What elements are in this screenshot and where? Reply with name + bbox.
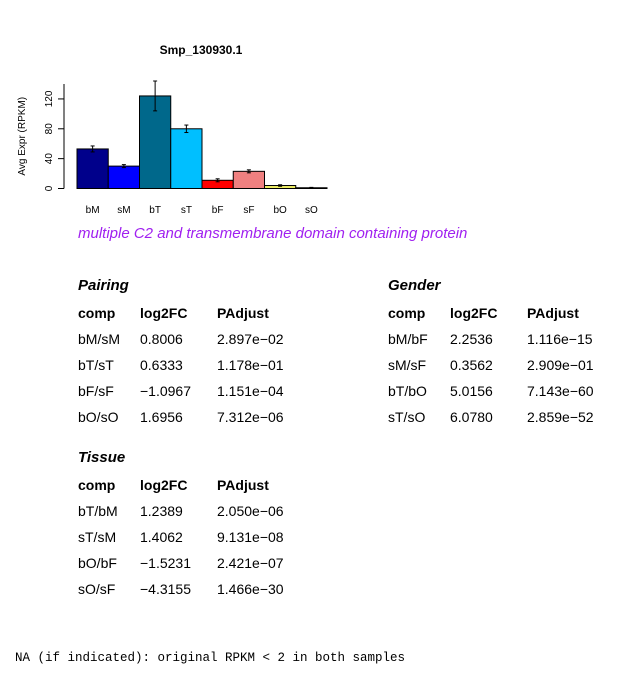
x-tick-label: sT bbox=[181, 205, 192, 216]
chart-title: Smp_130930.1 bbox=[160, 43, 243, 57]
bar-sF bbox=[232, 170, 265, 189]
cell-log2fc: 1.6956 bbox=[140, 409, 183, 425]
cell-padjust: 1.178e−01 bbox=[217, 357, 284, 373]
header-padjust: PAdjust bbox=[217, 305, 269, 321]
gender-title: Gender bbox=[388, 277, 441, 294]
cell-padjust: 2.050e−06 bbox=[217, 503, 284, 519]
header-log2fc: log2FC bbox=[450, 305, 498, 321]
cell-comp: sO/sF bbox=[78, 581, 116, 597]
y-tick-label: 40 bbox=[44, 153, 55, 165]
bar-sM bbox=[107, 165, 140, 190]
cell-comp: bT/bO bbox=[388, 383, 427, 399]
cell-log2fc: −1.0967 bbox=[140, 383, 191, 399]
header-comp: comp bbox=[78, 305, 116, 321]
x-tick-label: bO bbox=[273, 205, 287, 216]
bar-chart: Smp_130930.1 0 40 80 120 Avg Expr (RPKM) bM sM b… bbox=[17, 43, 328, 216]
x-tick-label: bT bbox=[149, 205, 161, 216]
cell-padjust: 7.143e−60 bbox=[527, 383, 594, 399]
cell-padjust: 2.421e−07 bbox=[217, 555, 284, 571]
bar-sT bbox=[170, 128, 203, 190]
gene-description: multiple C2 and transmembrane domain con… bbox=[78, 225, 468, 242]
header-padjust: PAdjust bbox=[527, 305, 579, 321]
cell-log2fc: 0.8006 bbox=[140, 331, 183, 347]
bar-bM bbox=[76, 148, 109, 189]
header-comp: comp bbox=[388, 305, 426, 321]
cell-log2fc: 1.4062 bbox=[140, 529, 183, 545]
cell-padjust: 2.909e−01 bbox=[527, 357, 594, 373]
x-tick-label: bF bbox=[212, 205, 224, 216]
cell-log2fc: 6.0780 bbox=[450, 409, 493, 425]
cell-comp: bT/bM bbox=[78, 503, 118, 519]
pairing-title: Pairing bbox=[78, 277, 129, 294]
y-tick-label: 0 bbox=[44, 185, 55, 191]
y-axis-label: Avg Expr (RPKM) bbox=[17, 97, 28, 176]
cell-log2fc: 5.0156 bbox=[450, 383, 493, 399]
cell-comp: sT/sM bbox=[78, 529, 117, 545]
cell-comp: bO/sO bbox=[78, 409, 119, 425]
cell-comp: bO/bF bbox=[78, 555, 117, 571]
cell-log2fc: 0.6333 bbox=[140, 357, 183, 373]
cell-padjust: 1.116e−15 bbox=[527, 331, 593, 347]
cell-comp: bM/bF bbox=[388, 331, 428, 347]
header-log2fc: log2FC bbox=[140, 305, 188, 321]
cell-comp: bM/sM bbox=[78, 331, 120, 347]
y-tick-label: 120 bbox=[44, 90, 55, 107]
cell-comp: bT/sT bbox=[78, 357, 114, 373]
x-tick-label: sO bbox=[305, 205, 318, 216]
x-tick-label: bM bbox=[86, 205, 100, 216]
cell-padjust: 1.151e−04 bbox=[217, 383, 284, 399]
x-tick-label: sF bbox=[243, 205, 254, 216]
cell-log2fc: −4.3155 bbox=[140, 581, 191, 597]
cell-comp: sM/sF bbox=[388, 357, 427, 373]
cell-padjust: 9.131e−08 bbox=[217, 529, 284, 545]
cell-padjust: 2.897e−02 bbox=[217, 331, 284, 347]
header-padjust: PAdjust bbox=[217, 477, 269, 493]
cell-comp: bF/sF bbox=[78, 383, 114, 399]
cell-padjust: 7.312e−06 bbox=[217, 409, 284, 425]
header-comp: comp bbox=[78, 477, 116, 493]
cell-comp: sT/sO bbox=[388, 409, 426, 425]
cell-log2fc: 0.3562 bbox=[450, 357, 493, 373]
tissue-title: Tissue bbox=[78, 449, 126, 466]
x-tick-label: sM bbox=[117, 205, 130, 216]
cell-log2fc: 2.2536 bbox=[450, 331, 493, 347]
cell-padjust: 2.859e−52 bbox=[527, 409, 594, 425]
cell-log2fc: 1.2389 bbox=[140, 503, 183, 519]
y-tick-label: 80 bbox=[44, 123, 55, 135]
cell-log2fc: −1.5231 bbox=[140, 555, 191, 571]
footnote: NA (if indicated): original RPKM < 2 in … bbox=[15, 651, 406, 665]
cell-padjust: 1.466e−30 bbox=[217, 581, 284, 597]
header-log2fc: log2FC bbox=[140, 477, 188, 493]
